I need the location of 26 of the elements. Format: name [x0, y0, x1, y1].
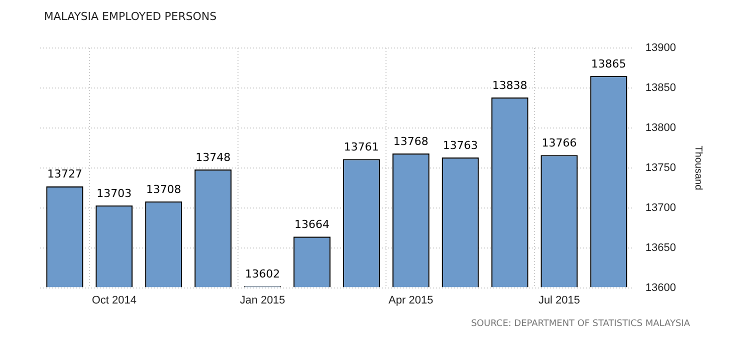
x-tick-label: Oct 2014 [92, 294, 136, 306]
chart-title: MALAYSIA EMPLOYED PERSONS [44, 10, 217, 23]
data-label: 13865 [591, 57, 626, 70]
y-tick-label: 13600 [645, 282, 676, 294]
source-note: SOURCE: DEPARTMENT OF STATISTICS MALAYSIA [471, 319, 690, 329]
data-label: 13766 [542, 136, 577, 150]
y-axis-title: Thousand [692, 146, 704, 190]
y-tick-label: 13700 [645, 202, 676, 214]
data-label: 13763 [442, 138, 478, 152]
x-tick-label: Jan 2015 [240, 294, 286, 306]
y-tick-label: 13800 [645, 122, 676, 134]
data-label: 13761 [344, 140, 379, 154]
data-label: 13768 [393, 134, 428, 148]
y-tick-label: 13750 [645, 162, 676, 174]
data-label: 13838 [492, 78, 528, 92]
data-label: 13602 [245, 268, 280, 281]
x-tick-label: Apr 2015 [388, 294, 434, 306]
data-label: 13727 [47, 168, 82, 181]
x-tick-label: Jul 2015 [538, 294, 580, 306]
y-tick-label: 13900 [645, 42, 676, 54]
data-label: 13703 [96, 186, 132, 200]
data-label: 13708 [146, 182, 182, 196]
y-tick-label: 13850 [645, 82, 676, 94]
y-tick-label: 13650 [645, 242, 676, 254]
data-label: 13748 [196, 150, 231, 164]
data-label: 13664 [294, 218, 330, 231]
